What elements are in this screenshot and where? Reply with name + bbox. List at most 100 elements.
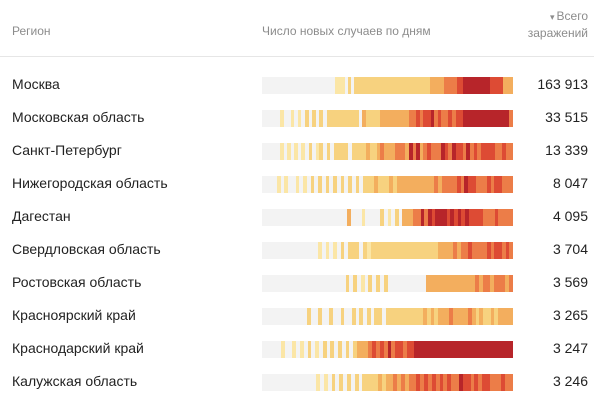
- day-cell[interactable]: [473, 77, 477, 94]
- day-cell[interactable]: [359, 308, 363, 325]
- day-cell[interactable]: [431, 110, 434, 127]
- day-cell[interactable]: [367, 176, 371, 193]
- day-cell[interactable]: [500, 77, 503, 94]
- day-cell[interactable]: [393, 176, 397, 193]
- day-cell[interactable]: [471, 275, 475, 292]
- day-cell[interactable]: [386, 176, 389, 193]
- day-cell[interactable]: [498, 341, 502, 358]
- day-cell[interactable]: [316, 110, 319, 127]
- day-cell[interactable]: [341, 242, 344, 259]
- day-cell[interactable]: [344, 110, 348, 127]
- day-cell[interactable]: [269, 77, 272, 94]
- day-cell[interactable]: [437, 275, 441, 292]
- day-cell[interactable]: [441, 275, 445, 292]
- day-cell[interactable]: [412, 242, 416, 259]
- day-cell[interactable]: [432, 209, 435, 226]
- day-cell[interactable]: [460, 77, 463, 94]
- day-cell[interactable]: [354, 77, 358, 94]
- day-cell[interactable]: [487, 308, 491, 325]
- day-cell[interactable]: [384, 209, 388, 226]
- day-cell[interactable]: [366, 374, 370, 391]
- day-cell[interactable]: [303, 308, 307, 325]
- day-cell[interactable]: [491, 143, 495, 160]
- day-cell[interactable]: [357, 275, 361, 292]
- day-cell[interactable]: [323, 275, 327, 292]
- day-cell[interactable]: [309, 110, 312, 127]
- day-cell[interactable]: [395, 341, 399, 358]
- day-cell[interactable]: [292, 341, 296, 358]
- day-cell[interactable]: [321, 77, 325, 94]
- day-cell[interactable]: [403, 275, 407, 292]
- day-cell[interactable]: [371, 176, 374, 193]
- day-cell[interactable]: [327, 143, 330, 160]
- day-cell[interactable]: [311, 341, 315, 358]
- day-cell[interactable]: [449, 242, 453, 259]
- day-cell[interactable]: [464, 308, 468, 325]
- day-cell[interactable]: [463, 110, 466, 127]
- day-cell[interactable]: [384, 110, 388, 127]
- day-cell[interactable]: [376, 341, 380, 358]
- day-cell[interactable]: [371, 242, 374, 259]
- day-cell[interactable]: [418, 275, 422, 292]
- day-cell[interactable]: [506, 176, 509, 193]
- day-cell[interactable]: [292, 209, 295, 226]
- day-cell[interactable]: [434, 110, 438, 127]
- day-cell[interactable]: [320, 374, 324, 391]
- day-cell[interactable]: [395, 275, 399, 292]
- day-cell[interactable]: [454, 77, 457, 94]
- day-cell[interactable]: [262, 209, 266, 226]
- day-cell[interactable]: [467, 374, 471, 391]
- day-cell[interactable]: [399, 275, 403, 292]
- day-cell[interactable]: [505, 374, 509, 391]
- day-cell[interactable]: [417, 77, 421, 94]
- day-cell[interactable]: [474, 374, 478, 391]
- day-cell[interactable]: [395, 143, 398, 160]
- day-cell[interactable]: [483, 242, 487, 259]
- day-cell[interactable]: [285, 341, 289, 358]
- day-cell[interactable]: [356, 242, 359, 259]
- day-cell[interactable]: [506, 209, 509, 226]
- day-cell[interactable]: [300, 275, 304, 292]
- day-cell[interactable]: [281, 242, 284, 259]
- day-cell[interactable]: [457, 308, 461, 325]
- day-cell[interactable]: [262, 275, 266, 292]
- day-cell[interactable]: [307, 242, 311, 259]
- day-cell[interactable]: [351, 209, 354, 226]
- day-cell[interactable]: [421, 209, 424, 226]
- day-cell[interactable]: [506, 308, 509, 325]
- day-cell[interactable]: [405, 110, 409, 127]
- day-cell[interactable]: [351, 77, 354, 94]
- day-cell[interactable]: [434, 77, 437, 94]
- day-cell[interactable]: [311, 308, 314, 325]
- day-cell[interactable]: [301, 143, 305, 160]
- day-cell[interactable]: [314, 242, 318, 259]
- day-cell[interactable]: [404, 77, 407, 94]
- day-cell[interactable]: [510, 77, 513, 94]
- day-cell[interactable]: [373, 143, 377, 160]
- day-cell[interactable]: [330, 341, 334, 358]
- day-cell[interactable]: [468, 176, 472, 193]
- day-cell[interactable]: [372, 275, 376, 292]
- day-cell[interactable]: [479, 242, 483, 259]
- day-cell[interactable]: [317, 209, 321, 226]
- day-cell[interactable]: [332, 209, 336, 226]
- day-cell[interactable]: [359, 374, 362, 391]
- day-cell[interactable]: [483, 209, 487, 226]
- day-cell[interactable]: [431, 242, 434, 259]
- day-cell[interactable]: [343, 209, 347, 226]
- day-cell[interactable]: [434, 176, 438, 193]
- day-cell[interactable]: [481, 110, 484, 127]
- day-cell[interactable]: [480, 209, 483, 226]
- day-cell[interactable]: [334, 143, 337, 160]
- day-cell[interactable]: [274, 374, 277, 391]
- day-cell[interactable]: [509, 341, 513, 358]
- day-cell[interactable]: [303, 176, 307, 193]
- day-cell[interactable]: [292, 176, 296, 193]
- day-cell[interactable]: [269, 242, 273, 259]
- day-cell[interactable]: [284, 209, 288, 226]
- day-cell[interactable]: [308, 341, 311, 358]
- day-cell[interactable]: [459, 110, 463, 127]
- daily-cases-heat-strip[interactable]: [262, 143, 513, 160]
- day-cell[interactable]: [327, 341, 330, 358]
- day-cell[interactable]: [266, 275, 270, 292]
